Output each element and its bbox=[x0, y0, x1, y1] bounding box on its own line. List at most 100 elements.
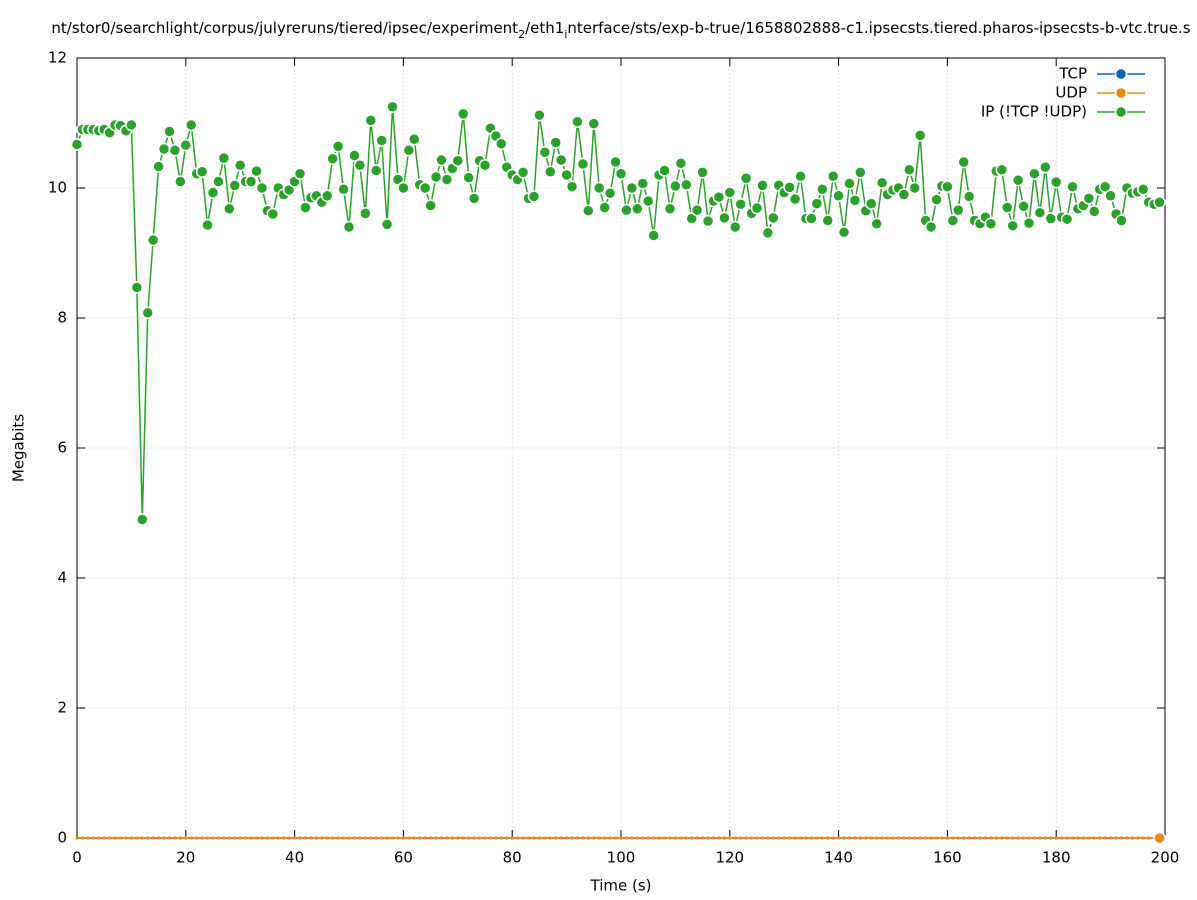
data-point bbox=[918, 836, 922, 840]
data-point bbox=[439, 836, 443, 840]
data-point bbox=[956, 836, 960, 840]
data-point bbox=[467, 836, 471, 840]
data-point bbox=[826, 836, 830, 840]
data-point bbox=[619, 836, 623, 840]
legend-swatch bbox=[1114, 86, 1128, 100]
data-point bbox=[614, 167, 628, 180]
data-point bbox=[962, 190, 976, 203]
data-point bbox=[695, 836, 699, 840]
data-point bbox=[1081, 836, 1085, 840]
data-point bbox=[412, 836, 416, 840]
data-point bbox=[407, 836, 411, 840]
data-point bbox=[831, 836, 835, 840]
data-point bbox=[570, 836, 574, 840]
data-point bbox=[718, 211, 731, 225]
data-point bbox=[816, 183, 829, 196]
data-point bbox=[598, 201, 611, 214]
data-point bbox=[663, 836, 667, 840]
data-point bbox=[401, 836, 405, 840]
data-point bbox=[325, 836, 329, 840]
data-point bbox=[641, 194, 655, 208]
data-point bbox=[1130, 836, 1134, 840]
data-point bbox=[331, 836, 335, 840]
data-point bbox=[630, 836, 634, 840]
data-point bbox=[636, 177, 650, 190]
data-point bbox=[276, 836, 280, 840]
data-point bbox=[1027, 836, 1031, 840]
data-point bbox=[728, 836, 732, 840]
data-point bbox=[216, 836, 220, 840]
data-point bbox=[924, 220, 938, 234]
data-point bbox=[75, 836, 79, 840]
data-point bbox=[712, 190, 726, 204]
data-point bbox=[679, 836, 683, 840]
data-point bbox=[1119, 836, 1123, 840]
data-point bbox=[1082, 192, 1096, 205]
data-point bbox=[701, 214, 715, 228]
data-point bbox=[141, 306, 154, 320]
data-point bbox=[847, 836, 851, 840]
data-point bbox=[896, 836, 900, 840]
data-point bbox=[527, 190, 541, 203]
data-point bbox=[151, 836, 155, 840]
x-tick-label: 120 bbox=[715, 849, 744, 867]
title-subscript: 2 bbox=[518, 28, 525, 41]
data-point bbox=[223, 202, 236, 216]
data-point bbox=[930, 193, 943, 206]
data-point bbox=[402, 144, 416, 157]
data-point bbox=[962, 836, 966, 840]
data-point bbox=[380, 836, 384, 840]
data-point bbox=[293, 167, 307, 180]
data-point bbox=[369, 164, 383, 177]
data-point bbox=[255, 836, 259, 840]
data-point bbox=[771, 836, 775, 840]
data-point bbox=[211, 836, 215, 840]
data-point bbox=[423, 836, 427, 840]
data-point bbox=[723, 186, 737, 199]
y-tick-label: 0 bbox=[57, 829, 67, 847]
data-point bbox=[1098, 180, 1112, 193]
data-point bbox=[983, 836, 987, 840]
data-point bbox=[967, 836, 971, 840]
data-point bbox=[303, 836, 307, 840]
data-point bbox=[696, 166, 709, 179]
data-point bbox=[146, 836, 150, 840]
data-point bbox=[462, 171, 475, 184]
data-point bbox=[1141, 836, 1145, 840]
x-tick-label: 20 bbox=[176, 849, 195, 867]
data-point bbox=[163, 125, 176, 138]
data-point bbox=[582, 204, 595, 217]
data-point bbox=[837, 225, 851, 239]
data-point bbox=[533, 108, 546, 122]
data-point bbox=[609, 155, 622, 169]
data-point bbox=[1005, 836, 1009, 840]
data-point bbox=[440, 173, 454, 186]
data-point bbox=[994, 836, 998, 840]
data-point bbox=[336, 836, 340, 840]
data-point bbox=[195, 165, 209, 178]
legend-swatch bbox=[1114, 105, 1128, 119]
data-point bbox=[1016, 836, 1020, 840]
data-point bbox=[1087, 836, 1091, 840]
data-point bbox=[337, 183, 350, 196]
data-point bbox=[184, 118, 198, 132]
data-point bbox=[1060, 212, 1074, 226]
data-point bbox=[782, 836, 786, 840]
data-point bbox=[206, 186, 220, 199]
data-point bbox=[424, 199, 437, 212]
data-point bbox=[1103, 836, 1107, 840]
x-tick-label: 100 bbox=[607, 849, 636, 867]
data-point bbox=[136, 513, 149, 526]
data-point bbox=[788, 836, 792, 840]
y-tick-label: 12 bbox=[48, 49, 67, 67]
data-point bbox=[565, 180, 579, 193]
legend-label: UDP bbox=[1055, 84, 1087, 102]
data-point bbox=[875, 176, 889, 190]
data-point bbox=[461, 836, 465, 840]
data-point bbox=[592, 836, 596, 840]
data-point bbox=[363, 836, 367, 840]
data-point bbox=[842, 836, 846, 840]
data-point bbox=[940, 836, 944, 840]
x-tick-label: 180 bbox=[1042, 849, 1071, 867]
data-point bbox=[255, 181, 269, 195]
